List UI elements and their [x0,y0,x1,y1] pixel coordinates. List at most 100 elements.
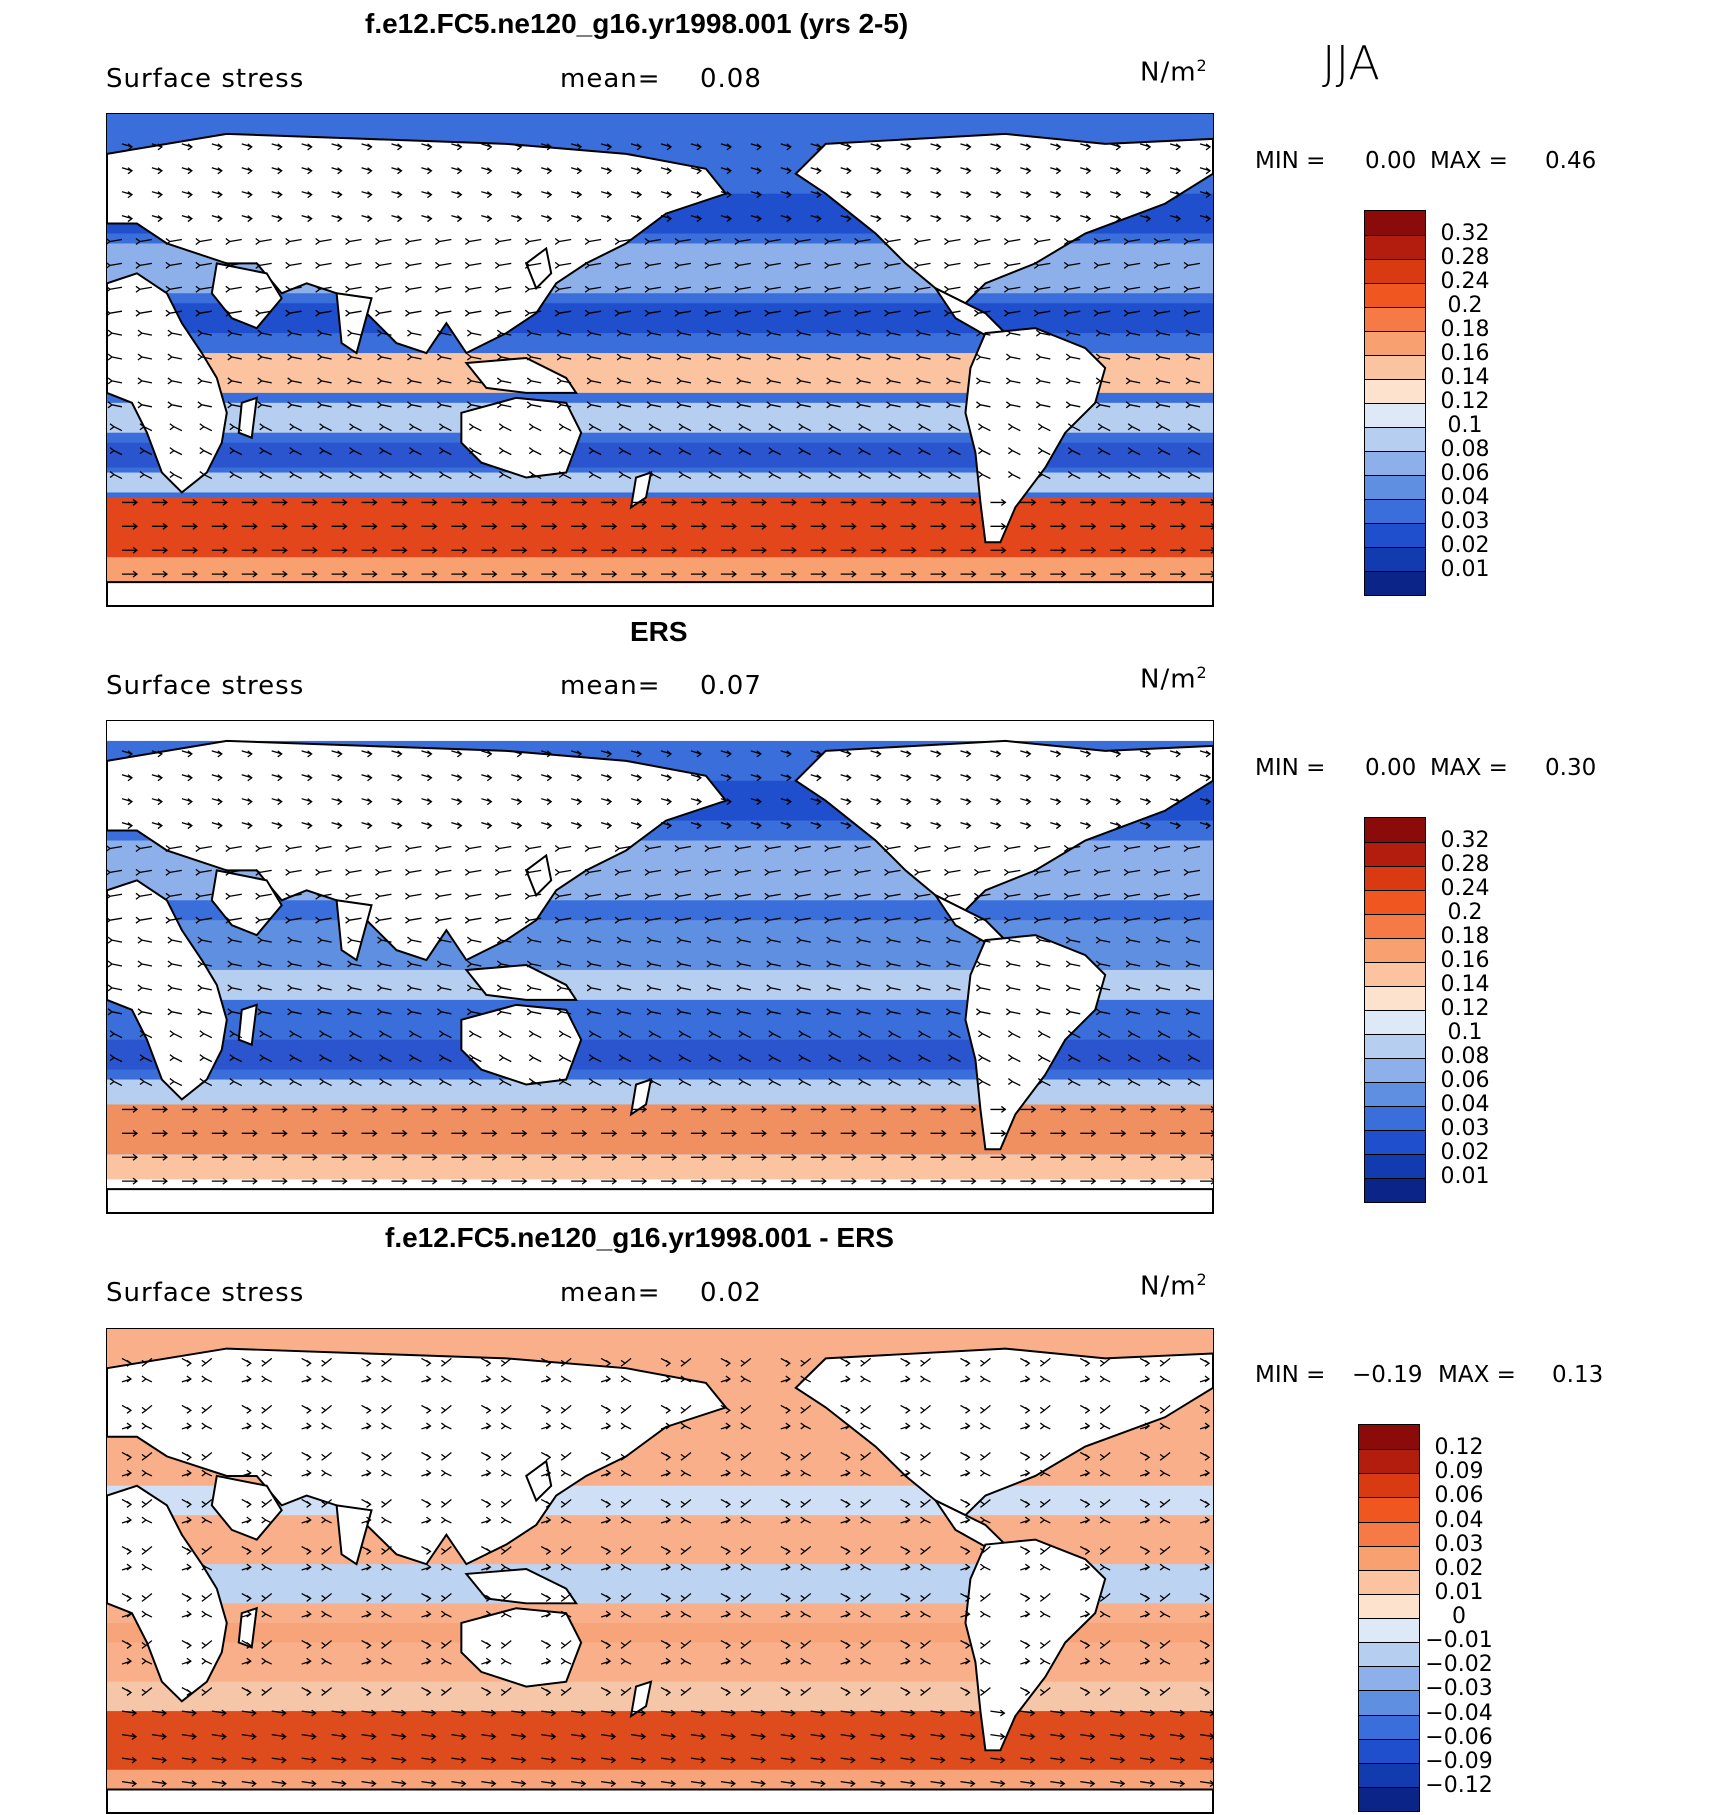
stress-arrow [347,984,362,992]
stress-arrow [620,1546,632,1555]
stress-arrow [405,892,422,900]
stress-arrow [990,143,1002,151]
stress-arrow [1080,774,1092,782]
stress-arrow [930,1709,946,1717]
stress-arrow [151,1153,168,1161]
stress-arrow [900,1687,911,1696]
stress-arrow [151,546,168,554]
stress-arrow [660,1640,672,1649]
stress-arrow [620,1404,632,1414]
stress-arrow [920,1610,931,1618]
stress-arrow [980,1422,991,1430]
stress-arrow [740,1451,752,1461]
stress-arrow [810,774,822,782]
stress-arrow [930,570,947,578]
stress-arrow [920,1640,931,1649]
stress-arrow [391,1177,408,1185]
stress-arrow [1099,1451,1111,1461]
stress-arrow [601,1709,617,1717]
stress-arrow [391,798,403,806]
stress-arrow [201,1404,213,1414]
colorbar-swatch [1365,307,1425,331]
stress-arrow [287,984,302,992]
stress-arrow [421,1375,432,1383]
stress-arrow [261,1422,272,1430]
stress-arrow [241,798,253,806]
stress-arrow [466,936,482,944]
stress-arrow [169,471,183,480]
stress-arrow [271,214,283,223]
stress-arrow [800,1516,812,1524]
stress-arrow [810,1129,827,1137]
stress-arrow [225,892,242,900]
stress-arrow [554,868,572,876]
stress-arrow [1033,844,1051,852]
stress-arrow [466,984,482,992]
stress-arrow [920,1563,931,1571]
colorbar-tick-label: 0.24 [1440,269,1490,294]
stress-arrow [1200,1177,1213,1185]
stress-arrow [960,1756,976,1764]
stress-arrow [1185,329,1201,337]
stress-arrow [620,1422,632,1430]
stress-arrow [858,1030,871,1039]
map-svg [107,721,1213,1213]
stress-arrow [524,261,542,269]
stress-arrow [511,1756,527,1764]
stress-arrow [331,143,343,151]
stress-arrow [201,1516,213,1524]
stress-arrow [241,546,258,554]
stress-arrow [241,191,253,199]
stress-arrow [690,1733,707,1741]
stress-arrow [199,447,213,456]
stress-arrow [854,309,871,317]
stress-arrow [361,522,378,530]
stress-arrow [1039,1469,1051,1477]
stress-arrow [1020,143,1032,151]
stress-arrow [900,1756,916,1764]
stress-arrow [944,844,961,852]
stress-arrow [259,1078,272,1087]
stress-arrow [405,916,422,924]
stress-arrow [794,844,811,852]
stress-arrow [900,546,917,554]
stress-arrow [1155,401,1171,409]
stress-arrow [900,1610,911,1618]
stress-arrow [1140,1105,1157,1113]
stress-arrow [780,1545,791,1555]
stress-arrow [800,1546,812,1555]
stress-arrow [524,844,542,852]
stress-arrow [375,844,392,852]
stress-arrow [800,1357,812,1367]
stress-arrow [526,984,542,992]
panel-3-max-label: MAX = [1438,1362,1516,1388]
stress-arrow [381,1516,392,1524]
stress-arrow [241,1129,258,1137]
stress-arrow [584,844,602,852]
stress-arrow [107,310,123,317]
colorbar-swatch [1365,1130,1425,1154]
stress-arrow [141,1498,153,1508]
stress-arrow [211,1105,228,1113]
land-outline [629,1680,653,1719]
stress-arrow [1109,774,1122,782]
stress-arrow [541,821,553,830]
stress-arrow [1080,1610,1091,1618]
stress-arrow [464,868,482,876]
stress-arrow [680,1640,692,1649]
stress-arrow [1185,984,1201,992]
stress-arrow [914,309,931,317]
stress-arrow [1099,1404,1111,1414]
stress-arrow [441,1610,452,1618]
stress-arrow [678,1030,692,1039]
stress-arrow [121,1709,138,1717]
stress-arrow [810,1177,827,1185]
stress-arrow [914,868,931,876]
stress-arrow [1170,522,1187,530]
stress-arrow [1020,1357,1031,1367]
stress-arrow [169,1078,183,1087]
stress-arrow [211,750,223,758]
stress-arrow [720,546,737,554]
stress-arrow [780,1404,791,1414]
stress-arrow [828,1054,841,1063]
